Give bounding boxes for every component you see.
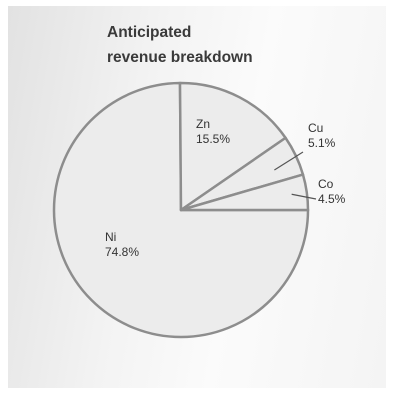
pie-slice-zn [178, 81, 287, 212]
pie-slice-ni [52, 81, 310, 339]
slice-label-zn: Zn [196, 117, 210, 131]
pie-slice-co [179, 173, 310, 212]
slice-label-cu: Cu [308, 121, 323, 135]
slice-value-co: 4.5% [318, 192, 346, 206]
slice-label-ni: Ni [105, 230, 116, 244]
leader-line-cu [274, 151, 304, 171]
slice-value-zn: 15.5% [196, 132, 230, 146]
slice-value-cu: 5.1% [308, 136, 336, 150]
leader-line-co [291, 193, 317, 200]
chart-title: Anticipated revenue breakdown [107, 24, 253, 66]
slice-label-co: Co [318, 177, 334, 191]
slice-value-ni: 74.8% [105, 245, 139, 259]
